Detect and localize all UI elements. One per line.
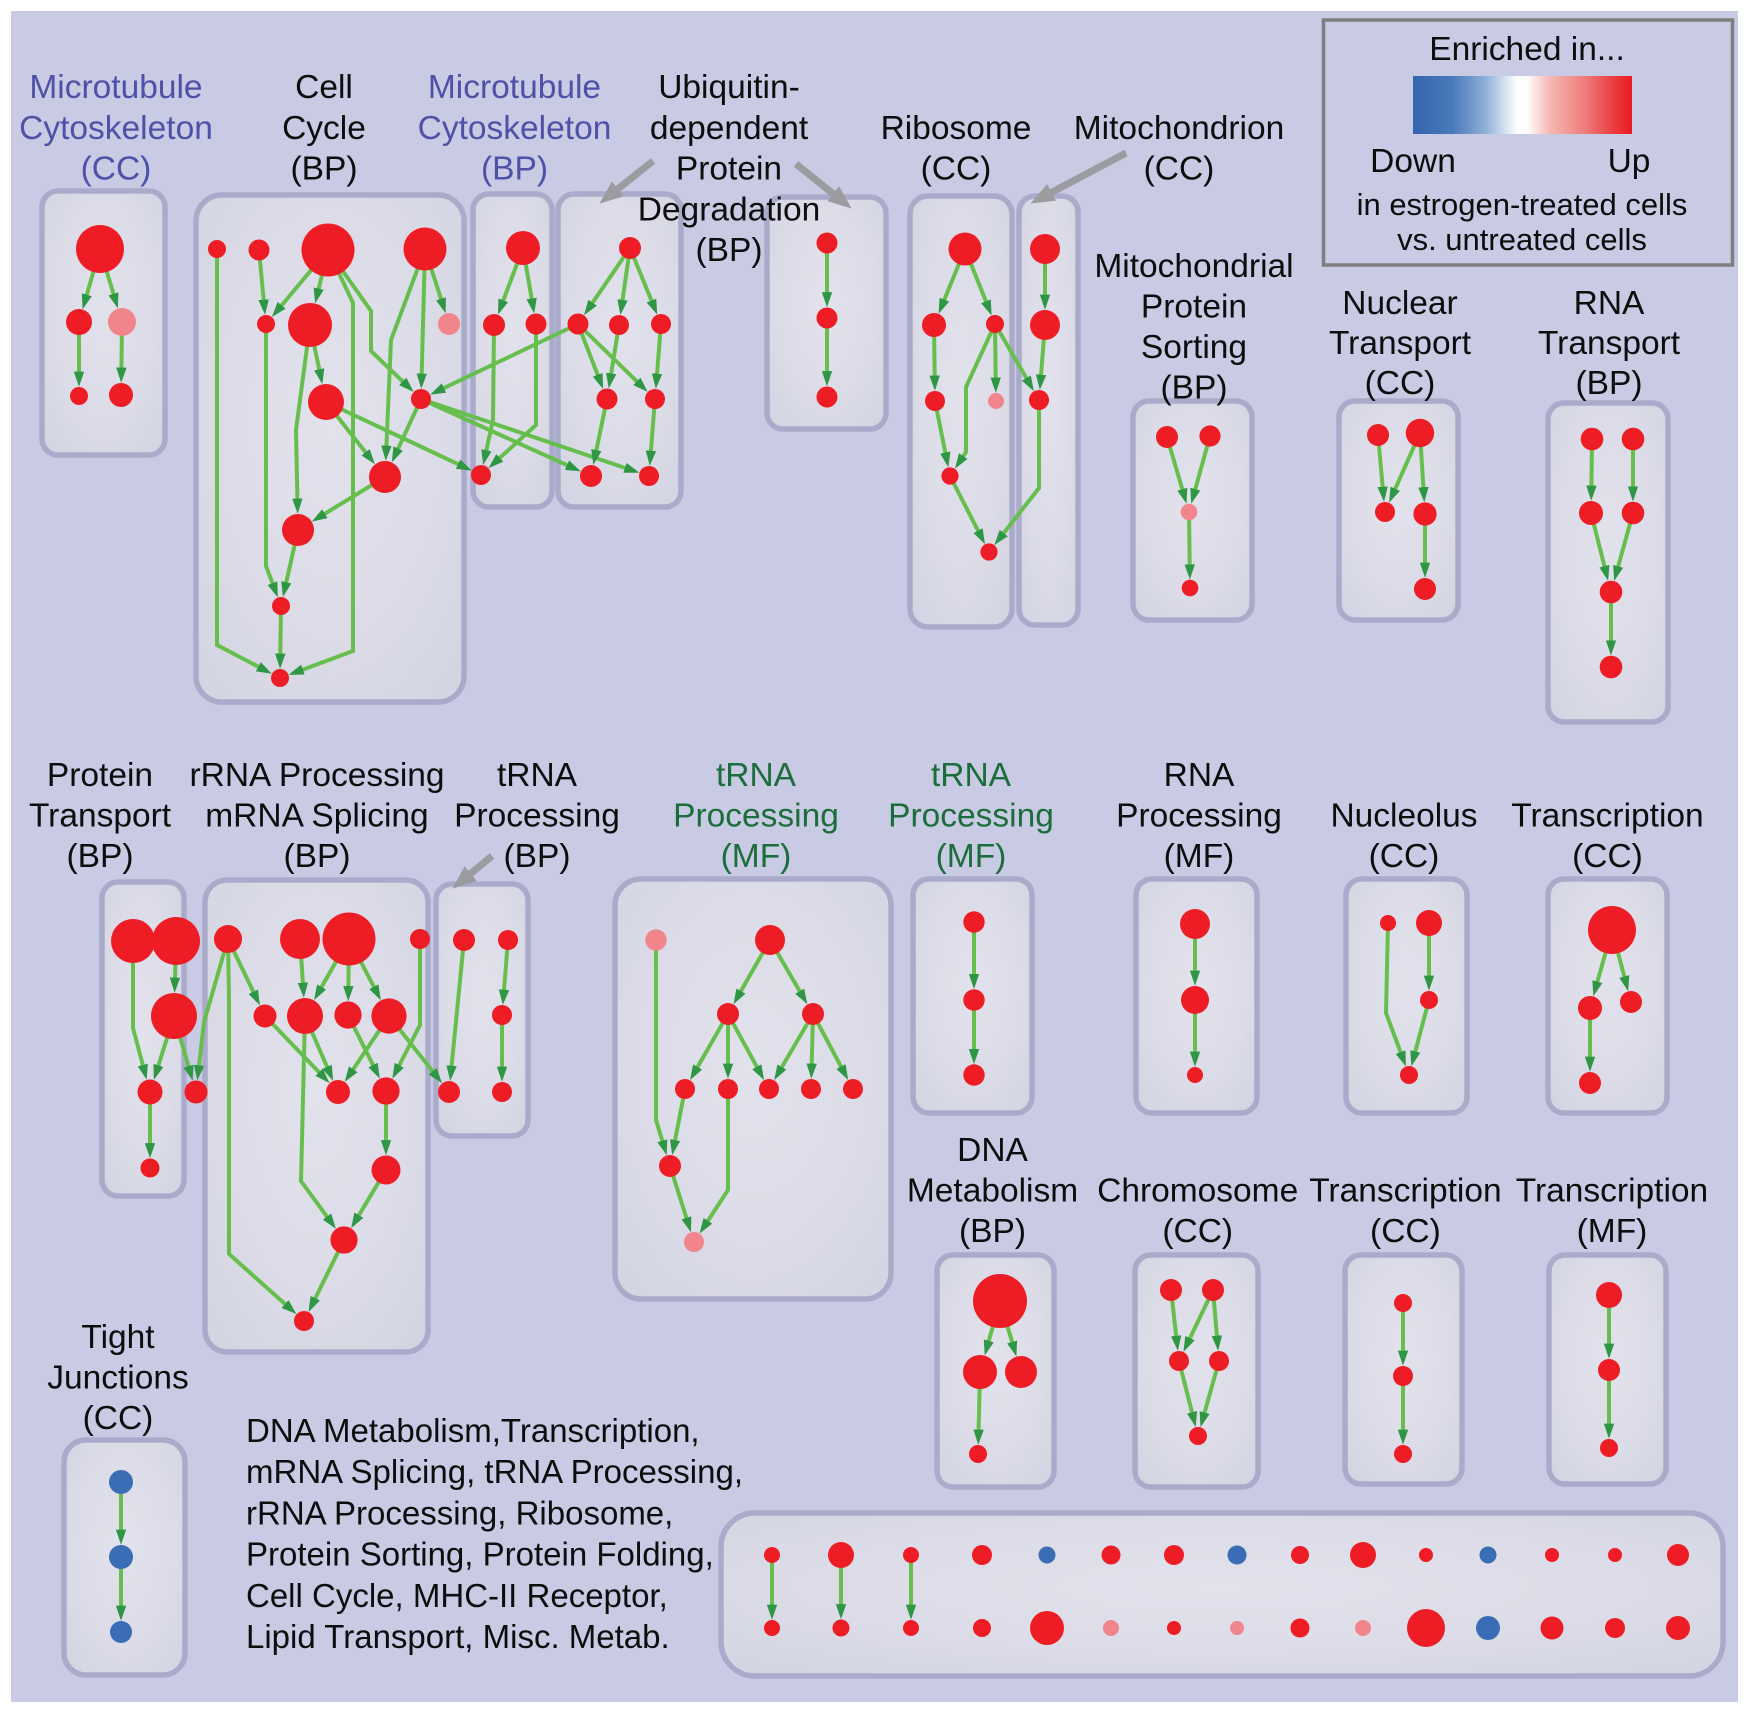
svg-text:Nuclear: Nuclear <box>1342 285 1457 322</box>
svg-text:Processing: Processing <box>673 798 839 835</box>
svg-text:Ubiquitin-: Ubiquitin- <box>658 69 800 106</box>
svg-text:(BP): (BP) <box>1161 370 1228 407</box>
svg-text:(MF): (MF) <box>1164 838 1235 875</box>
svg-text:(BP): (BP) <box>67 838 134 875</box>
svg-text:Lipid Transport, Misc. Metab.: Lipid Transport, Misc. Metab. <box>246 1618 670 1655</box>
svg-text:mRNA Splicing: mRNA Splicing <box>205 798 428 835</box>
svg-text:(CC): (CC) <box>1162 1213 1233 1250</box>
svg-text:rRNA Processing, Ribosome,: rRNA Processing, Ribosome, <box>246 1494 673 1531</box>
svg-text:in estrogen-treated cells: in estrogen-treated cells <box>1357 187 1688 222</box>
svg-text:(CC): (CC) <box>921 151 992 188</box>
svg-text:Tight: Tight <box>81 1319 155 1356</box>
svg-text:(BP): (BP) <box>481 151 548 188</box>
svg-text:DNA: DNA <box>957 1132 1028 1169</box>
svg-text:Processing: Processing <box>454 798 620 835</box>
svg-text:Sorting: Sorting <box>1141 329 1247 366</box>
svg-text:Transport: Transport <box>29 798 172 835</box>
svg-text:rRNA Processing: rRNA Processing <box>189 757 444 794</box>
svg-text:Transcription: Transcription <box>1309 1173 1501 1210</box>
svg-text:Microtubule: Microtubule <box>29 69 202 106</box>
svg-text:Mitochondrial: Mitochondrial <box>1094 248 1293 285</box>
svg-text:(CC): (CC) <box>1369 838 1440 875</box>
svg-text:Transcription: Transcription <box>1511 798 1703 835</box>
svg-text:(BP): (BP) <box>291 151 358 188</box>
svg-text:Cytoskeleton: Cytoskeleton <box>418 110 612 147</box>
svg-text:Processing: Processing <box>888 798 1054 835</box>
svg-text:tRNA: tRNA <box>497 757 578 794</box>
svg-text:tRNA: tRNA <box>716 757 797 794</box>
svg-text:RNA: RNA <box>1164 757 1235 794</box>
svg-text:mRNA Splicing, tRNA Processing: mRNA Splicing, tRNA Processing, <box>246 1453 743 1490</box>
svg-text:Cell Cycle, MHC-II Receptor,: Cell Cycle, MHC-II Receptor, <box>246 1577 668 1614</box>
svg-text:Nucleolus: Nucleolus <box>1330 798 1477 835</box>
svg-text:(BP): (BP) <box>959 1213 1026 1250</box>
svg-text:vs. untreated cells: vs. untreated cells <box>1397 222 1647 257</box>
svg-text:Degradation: Degradation <box>638 191 821 228</box>
svg-text:Chromosome: Chromosome <box>1097 1173 1298 1210</box>
svg-text:(MF): (MF) <box>721 838 792 875</box>
svg-text:tRNA: tRNA <box>931 757 1012 794</box>
svg-text:(BP): (BP) <box>284 838 351 875</box>
svg-text:Metabolism: Metabolism <box>907 1173 1078 1210</box>
svg-text:Cycle: Cycle <box>282 110 366 147</box>
svg-text:(CC): (CC) <box>1144 151 1215 188</box>
svg-text:DNA Metabolism,Transcription,: DNA Metabolism,Transcription, <box>246 1412 700 1449</box>
svg-text:Transport: Transport <box>1538 325 1681 362</box>
svg-text:Ribosome: Ribosome <box>881 110 1032 147</box>
svg-text:(CC): (CC) <box>1365 365 1436 402</box>
svg-text:Transcription: Transcription <box>1516 1173 1708 1210</box>
svg-text:Up: Up <box>1608 143 1651 180</box>
svg-text:Cell: Cell <box>295 69 353 106</box>
svg-text:(CC): (CC) <box>83 1400 154 1437</box>
svg-text:Down: Down <box>1370 143 1456 180</box>
svg-text:Protein Sorting, Protein Foldi: Protein Sorting, Protein Folding, <box>246 1536 714 1573</box>
svg-text:dependent: dependent <box>650 110 809 147</box>
svg-text:Protein: Protein <box>676 151 782 188</box>
svg-text:(BP): (BP) <box>1576 365 1643 402</box>
svg-text:Microtubule: Microtubule <box>428 69 601 106</box>
svg-text:Cytoskeleton: Cytoskeleton <box>19 110 213 147</box>
svg-text:Processing: Processing <box>1116 798 1282 835</box>
svg-text:Protein: Protein <box>47 757 153 794</box>
svg-text:Transport: Transport <box>1329 325 1472 362</box>
svg-text:(BP): (BP) <box>696 232 763 269</box>
svg-text:(CC): (CC) <box>81 151 152 188</box>
svg-text:(MF): (MF) <box>936 838 1007 875</box>
svg-text:(CC): (CC) <box>1370 1213 1441 1250</box>
svg-text:Mitochondrion: Mitochondrion <box>1074 110 1284 147</box>
svg-text:Protein: Protein <box>1141 289 1247 326</box>
svg-text:(CC): (CC) <box>1572 838 1643 875</box>
svg-text:(MF): (MF) <box>1577 1213 1648 1250</box>
svg-text:RNA: RNA <box>1574 285 1645 322</box>
svg-text:(BP): (BP) <box>504 838 571 875</box>
svg-text:Junctions: Junctions <box>47 1360 189 1397</box>
svg-text:Enriched in...: Enriched in... <box>1429 31 1625 68</box>
